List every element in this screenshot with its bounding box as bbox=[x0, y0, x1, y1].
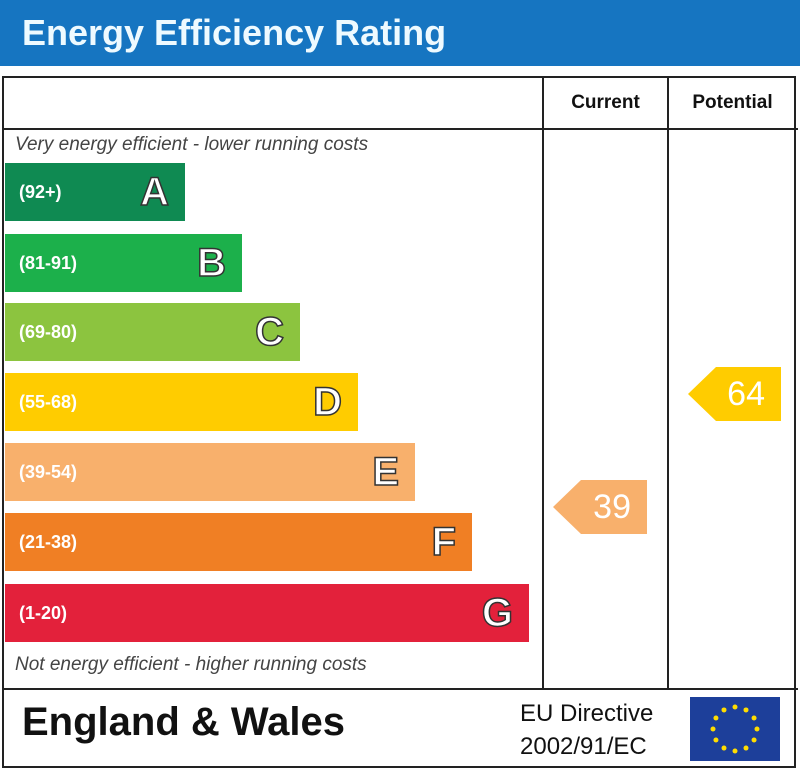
band-range: (69-80) bbox=[19, 322, 78, 342]
band-g: (1-20) G bbox=[5, 584, 529, 642]
column-header-current: Current bbox=[571, 92, 640, 113]
band-d: (55-68) D bbox=[5, 373, 358, 431]
band-letter: E bbox=[372, 449, 400, 495]
band-range: (21-38) bbox=[19, 532, 78, 552]
header-divider bbox=[2, 128, 798, 130]
eu-star bbox=[721, 707, 727, 713]
eu-directive: EU Directive 2002/91/EC bbox=[520, 697, 653, 763]
page-title: Energy Efficiency Rating bbox=[0, 0, 800, 66]
band-letter: G bbox=[481, 590, 514, 636]
band-b: (81-91) B bbox=[5, 234, 242, 292]
band-a: (92+) A bbox=[5, 163, 185, 221]
eu-star bbox=[713, 715, 719, 721]
band-letter: A bbox=[139, 169, 169, 215]
band-range: (39-54) bbox=[19, 462, 78, 482]
bottom-note: Not energy efficient - higher running co… bbox=[15, 654, 367, 675]
band-letter: B bbox=[196, 240, 226, 286]
column-header-potential: Potential bbox=[692, 92, 773, 113]
band-c: (69-80) C bbox=[5, 303, 300, 361]
region-label: England & Wales bbox=[22, 700, 346, 744]
eu-star bbox=[721, 745, 727, 751]
eu-star bbox=[754, 726, 760, 732]
directive-line2: 2002/91/EC bbox=[520, 733, 647, 760]
eu-flag-icon bbox=[690, 697, 780, 761]
band-range: (81-91) bbox=[19, 253, 78, 273]
band-range: (55-68) bbox=[19, 392, 78, 412]
band-e: (39-54) E bbox=[5, 443, 415, 501]
eu-star bbox=[751, 715, 757, 721]
band-range: (1-20) bbox=[19, 603, 68, 623]
band-letter: C bbox=[254, 309, 284, 355]
rating-table bbox=[2, 76, 796, 768]
eu-star bbox=[743, 745, 749, 751]
eu-star bbox=[713, 737, 719, 743]
eu-star bbox=[710, 726, 716, 732]
eu-star bbox=[732, 748, 738, 754]
eu-star bbox=[751, 737, 757, 743]
eu-star bbox=[732, 704, 738, 710]
band-letter: F bbox=[431, 519, 457, 565]
column-divider bbox=[542, 76, 544, 690]
band-range: (92+) bbox=[19, 182, 62, 202]
band-f: (21-38) F bbox=[5, 513, 472, 571]
directive-line1: EU Directive bbox=[520, 700, 654, 727]
band-letter: D bbox=[312, 379, 342, 425]
footer-divider bbox=[2, 688, 798, 690]
eu-star bbox=[743, 707, 749, 713]
column-divider bbox=[667, 76, 669, 690]
top-note: Very energy efficient - lower running co… bbox=[15, 134, 369, 155]
